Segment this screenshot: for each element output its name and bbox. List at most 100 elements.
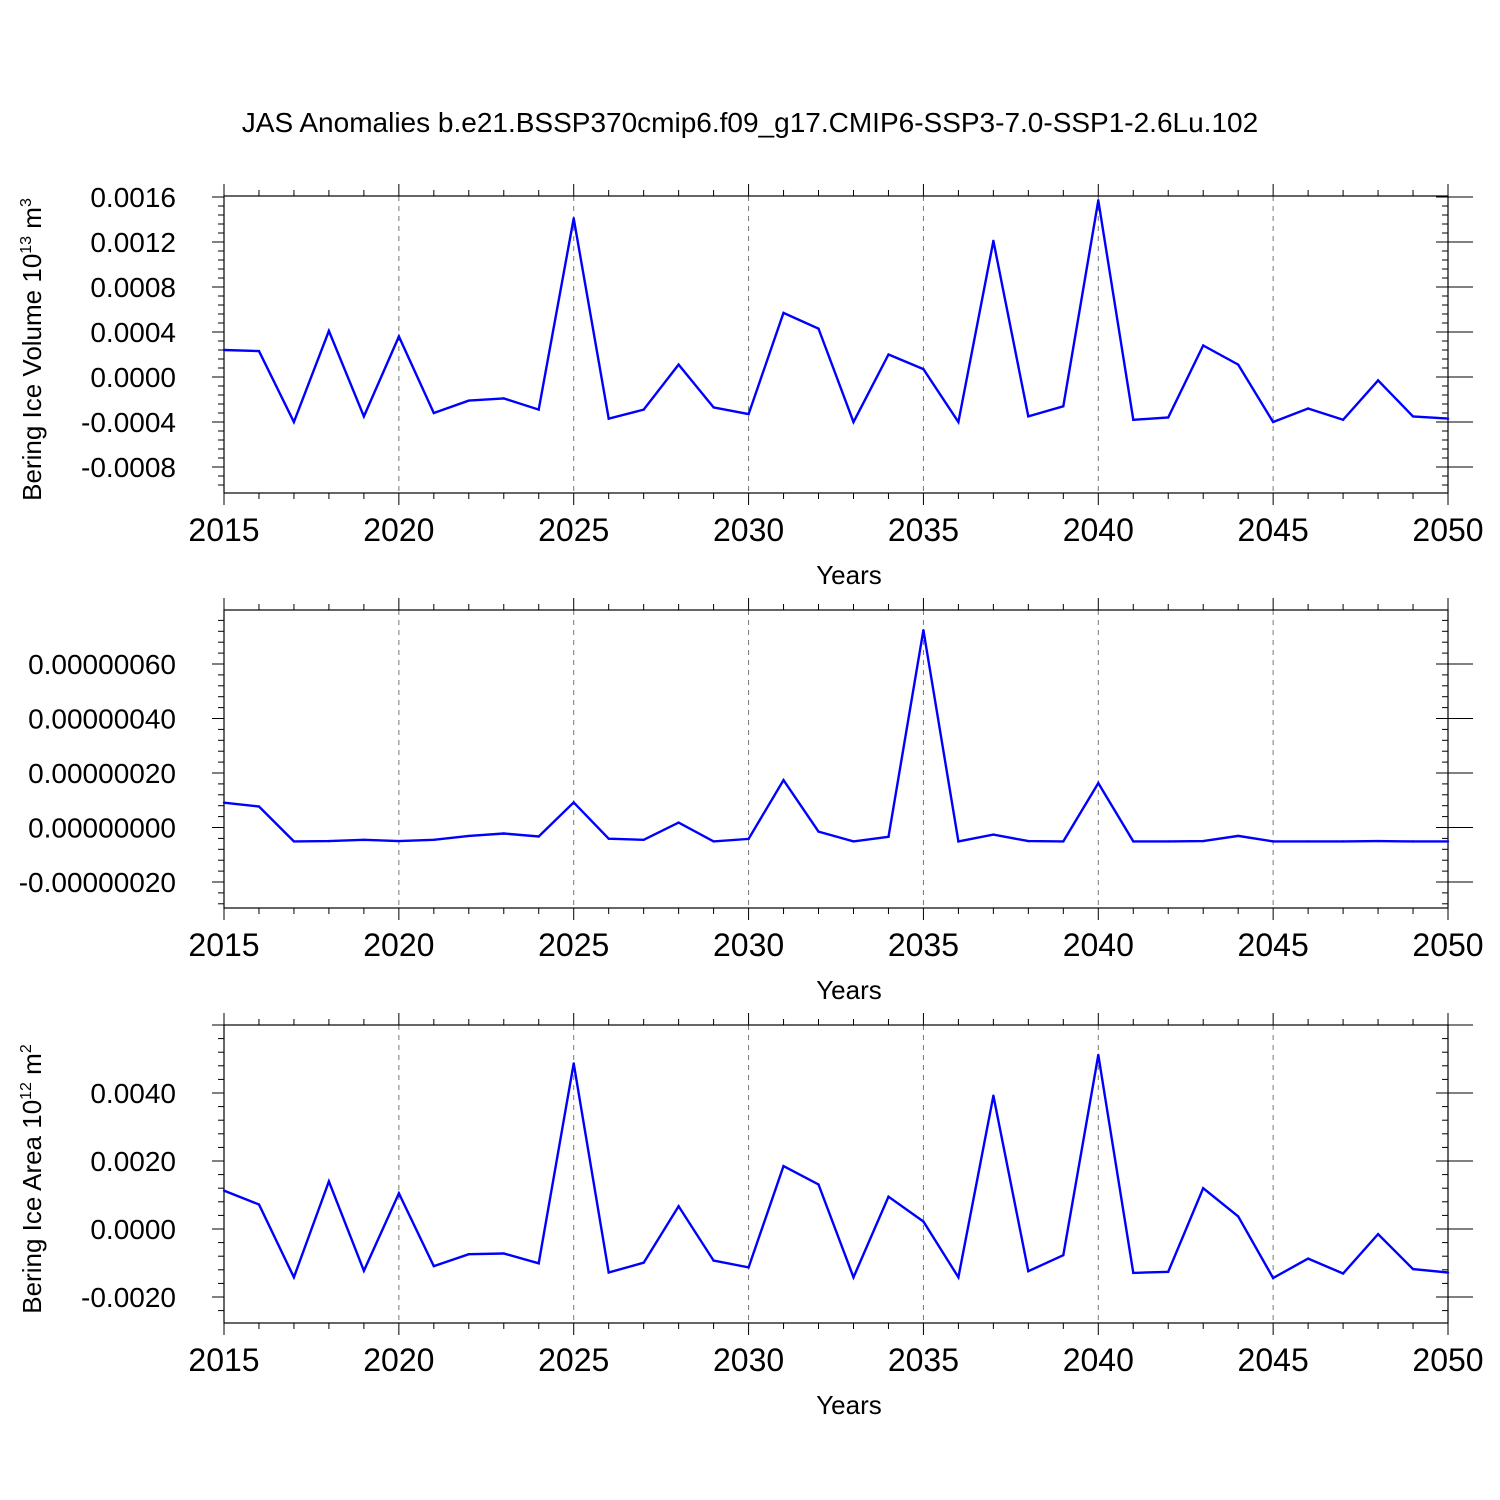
data-point bbox=[1132, 418, 1135, 421]
y-tick-label: 0.0000 bbox=[90, 1214, 176, 1245]
data-point bbox=[677, 363, 680, 366]
data-point bbox=[852, 420, 855, 424]
x-tick-label: 2050 bbox=[1412, 927, 1483, 963]
x-tick-label: 2045 bbox=[1238, 512, 1309, 548]
data-point bbox=[1306, 840, 1310, 843]
chart-title: JAS Anomalies b.e21.BSSP370cmip6.f09_g17… bbox=[242, 107, 1258, 138]
x-tick-label: 2015 bbox=[188, 512, 259, 548]
x-tick-label: 2040 bbox=[1063, 512, 1134, 548]
data-point bbox=[1202, 839, 1205, 843]
data-point bbox=[1446, 840, 1450, 843]
x-tick-label: 2050 bbox=[1412, 512, 1483, 548]
series-line bbox=[223, 630, 1448, 843]
data-point bbox=[1411, 840, 1415, 843]
data-point bbox=[852, 840, 855, 843]
data-point bbox=[1446, 417, 1450, 420]
data-point bbox=[257, 349, 261, 353]
data-point bbox=[1097, 199, 1100, 202]
x-tick-label: 2020 bbox=[363, 1342, 434, 1378]
data-point bbox=[1236, 834, 1240, 838]
data-point bbox=[712, 1259, 715, 1262]
x-tick-label: 2015 bbox=[188, 927, 259, 963]
data-point bbox=[1027, 1269, 1030, 1273]
data-point bbox=[292, 420, 296, 424]
data-point bbox=[677, 821, 680, 824]
data-point bbox=[1341, 418, 1345, 421]
data-point bbox=[957, 420, 960, 424]
data-point bbox=[1376, 839, 1380, 843]
data-point bbox=[1097, 781, 1100, 785]
data-point bbox=[922, 1220, 925, 1223]
data-point bbox=[782, 1164, 785, 1168]
x-tick-label: 2030 bbox=[713, 1342, 784, 1378]
y-tick-label: 0.0012 bbox=[90, 227, 176, 258]
y-tick-label: 0.0040 bbox=[90, 1078, 176, 1109]
data-point bbox=[887, 835, 890, 838]
data-point bbox=[1411, 1267, 1415, 1271]
data-point bbox=[1341, 840, 1345, 843]
chart-panel-3: 2015 2020 2025 2030 2035 2040 2045 2050 Years -0.… bbox=[17, 1013, 1484, 1420]
data-point bbox=[1062, 405, 1065, 408]
data-point bbox=[1446, 1271, 1450, 1274]
data-point bbox=[922, 629, 925, 632]
data-point bbox=[957, 1276, 960, 1279]
y-tick-label: 0.0016 bbox=[90, 182, 176, 213]
data-point bbox=[432, 1264, 436, 1268]
data-point bbox=[782, 778, 785, 782]
y-tick-label: 0.00000000 bbox=[28, 813, 176, 844]
data-point bbox=[747, 412, 750, 416]
x-tick-label: 2040 bbox=[1063, 927, 1134, 963]
data-point bbox=[1341, 1272, 1345, 1275]
data-point bbox=[502, 397, 505, 400]
data-point bbox=[502, 1252, 505, 1255]
data-point bbox=[1167, 416, 1170, 419]
y-tick-label: 0.0004 bbox=[90, 317, 176, 348]
data-point bbox=[992, 1094, 995, 1097]
x-tick-label: 2050 bbox=[1412, 1342, 1483, 1378]
data-point bbox=[712, 406, 715, 409]
y-tick-label: 0.0000 bbox=[90, 362, 176, 393]
data-point bbox=[502, 832, 505, 835]
data-point bbox=[537, 835, 540, 838]
data-point bbox=[712, 840, 715, 843]
x-tick-label: 2025 bbox=[538, 1342, 609, 1378]
data-point bbox=[1271, 840, 1275, 843]
x-tick-label: 2035 bbox=[888, 927, 959, 963]
data-point bbox=[397, 1192, 401, 1195]
data-point bbox=[327, 1180, 331, 1183]
data-point bbox=[1376, 1232, 1380, 1236]
chart-panel-1: 2015 2020 2025 2030 2035 2040 2045 2050 Years -0.… bbox=[17, 182, 1484, 590]
data-point bbox=[222, 1189, 226, 1192]
y-tick-label: 0.00000060 bbox=[28, 649, 176, 680]
data-point bbox=[607, 417, 610, 420]
data-point bbox=[1236, 363, 1240, 366]
data-point bbox=[1132, 840, 1135, 843]
plot-frame bbox=[223, 195, 1449, 494]
x-tick-label: 2045 bbox=[1238, 1342, 1309, 1378]
data-point bbox=[1132, 1271, 1135, 1275]
data-point bbox=[1306, 407, 1310, 410]
data-point bbox=[1167, 840, 1170, 843]
data-point bbox=[257, 805, 261, 808]
data-point bbox=[222, 801, 226, 804]
x-tick-label: 2020 bbox=[363, 927, 434, 963]
data-point bbox=[607, 1271, 610, 1274]
data-point bbox=[1306, 1257, 1310, 1260]
data-point bbox=[817, 1183, 820, 1186]
data-point bbox=[747, 837, 750, 841]
y-axis-label: Bering Ice Volume 1013 m3 bbox=[17, 198, 47, 501]
data-point bbox=[782, 311, 785, 315]
y-tick-label: -0.0020 bbox=[81, 1282, 176, 1313]
data-point bbox=[992, 239, 995, 243]
data-point bbox=[362, 838, 366, 841]
data-point bbox=[537, 408, 540, 411]
data-point bbox=[677, 1205, 680, 1208]
data-point bbox=[1411, 415, 1415, 418]
data-point bbox=[467, 399, 470, 402]
data-point bbox=[467, 834, 470, 838]
y-tick-label: 0.00000020 bbox=[28, 758, 176, 789]
data-point bbox=[1027, 839, 1030, 843]
x-axis-label: Years bbox=[816, 975, 882, 1005]
y-tick-label: 0.00000040 bbox=[28, 704, 176, 735]
